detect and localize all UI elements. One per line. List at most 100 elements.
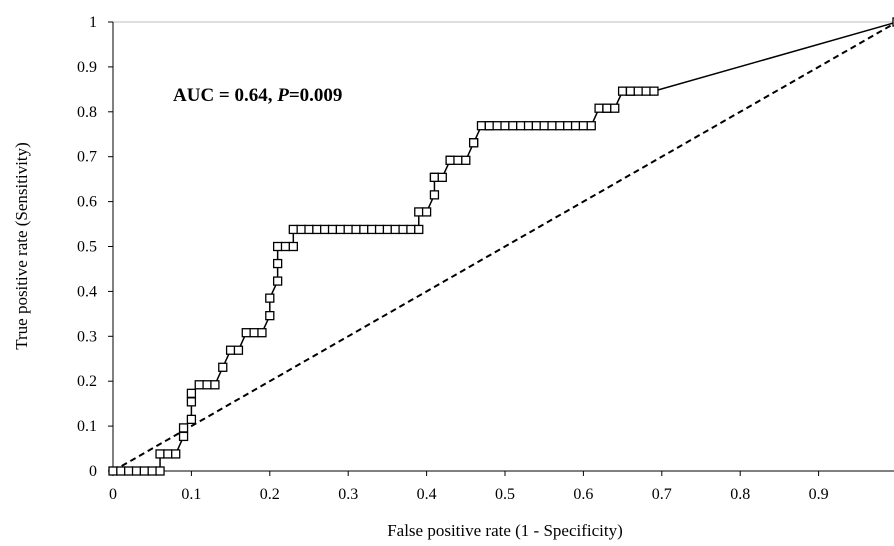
roc-point-marker xyxy=(468,138,479,148)
roc-point-marker xyxy=(429,190,440,200)
roc-point-marker xyxy=(500,121,510,131)
roc-point-marker xyxy=(131,466,142,476)
roc-point-marker xyxy=(257,328,267,338)
y-tick-label: 0.1 xyxy=(77,418,97,435)
roc-point-marker xyxy=(461,155,471,165)
y-tick-label: 0.7 xyxy=(77,149,97,166)
roc-point-marker xyxy=(288,241,298,252)
roc-point-marker xyxy=(225,345,236,355)
y-tick-label: 0.3 xyxy=(77,328,97,345)
roc-point-marker xyxy=(406,224,416,235)
x-tick-label: 0.5 xyxy=(495,486,515,503)
roc-point-marker xyxy=(265,293,275,303)
y-tick-labels: 0 0.1 0.2 0.3 0.4 0.5 0.6 0.7 0.8 0.9 1 xyxy=(77,14,113,480)
roc-point-marker xyxy=(218,362,228,372)
roc-point-marker xyxy=(147,466,157,476)
roc-point-marker xyxy=(351,224,361,235)
roc-point-marker xyxy=(335,224,346,235)
x-tick-label: 0.3 xyxy=(338,486,358,503)
roc-point-marker xyxy=(547,121,557,131)
auc-annotation: AUC = 0.64, P=0.009 xyxy=(173,85,342,106)
roc-point-marker xyxy=(367,224,377,235)
roc-point-marker xyxy=(241,328,251,338)
y-tick-label: 0 xyxy=(89,463,97,480)
series-layer xyxy=(108,17,894,476)
roc-point-marker xyxy=(163,449,173,459)
roc-point-marker xyxy=(265,310,275,321)
roc-point-marker xyxy=(570,121,581,131)
roc-point-marker xyxy=(523,121,534,131)
roc-point-marker xyxy=(476,121,487,131)
roc-point-marker xyxy=(124,466,134,476)
auc-annotation-p-label: P xyxy=(276,85,289,106)
roc-point-marker xyxy=(374,224,385,235)
roc-point-marker xyxy=(625,86,636,96)
auc-annotation-suffix: =0.009 xyxy=(289,85,343,106)
roc-point-marker xyxy=(508,121,518,131)
x-tick-label: 0.7 xyxy=(652,486,672,503)
reference-diagonal-line xyxy=(112,22,894,472)
roc-point-marker xyxy=(602,103,612,113)
roc-point-marker xyxy=(178,423,189,433)
roc-point-marker xyxy=(484,121,494,131)
roc-point-marker xyxy=(445,155,455,165)
roc-point-marker xyxy=(382,224,393,235)
roc-point-marker xyxy=(155,449,165,459)
x-tick-labels: 00.10.20.30.40.50.60.70.80.91 xyxy=(109,471,894,503)
auc-annotation-prefix: AUC = 0.64, xyxy=(173,85,277,106)
y-axis-title: True positive rate (Sensitivity) xyxy=(12,142,31,350)
roc-point-marker xyxy=(194,380,204,390)
y-tick-label: 0.6 xyxy=(77,194,97,211)
x-tick-label: 0.4 xyxy=(417,486,437,503)
x-tick-label: 0.1 xyxy=(181,486,201,503)
roc-point-marker xyxy=(390,224,400,235)
roc-point-marker xyxy=(210,380,220,390)
roc-point-marker xyxy=(312,224,322,235)
roc-point-marker xyxy=(555,121,565,131)
roc-point-marker xyxy=(437,172,447,183)
roc-point-marker xyxy=(594,103,604,113)
roc-point-marker xyxy=(155,466,165,476)
roc-point-marker xyxy=(296,224,306,235)
roc-point-marker xyxy=(116,466,126,476)
roc-point-marker xyxy=(320,224,330,235)
x-axis-title: False positive rate (1 - Specificity) xyxy=(387,521,623,540)
roc-point-marker xyxy=(171,449,181,459)
y-tick-label: 0.5 xyxy=(77,239,97,256)
y-tick-label: 0.9 xyxy=(77,59,97,76)
roc-point-marker xyxy=(178,431,189,442)
roc-point-marker xyxy=(421,207,432,217)
roc-point-marker xyxy=(233,345,244,355)
roc-point-marker xyxy=(288,224,298,235)
roc-point-marker xyxy=(280,241,291,252)
roc-point-marker xyxy=(186,397,197,407)
x-tick-label: 0.8 xyxy=(730,486,750,503)
roc-point-marker xyxy=(272,276,283,286)
roc-point-marker xyxy=(563,121,573,131)
roc-point-marker xyxy=(108,466,118,476)
roc-point-marker xyxy=(139,466,150,476)
x-tick-label: 0.2 xyxy=(260,486,280,503)
roc-point-marker xyxy=(414,207,424,217)
roc-point-marker xyxy=(610,103,620,113)
roc-point-marker xyxy=(186,388,197,398)
roc-point-marker xyxy=(343,224,353,235)
x-tick-label: 0.9 xyxy=(809,486,829,503)
roc-point-marker xyxy=(516,121,526,131)
roc-point-marker xyxy=(492,121,502,131)
roc-point-marker xyxy=(272,241,283,252)
y-tick-label: 0.8 xyxy=(77,104,97,121)
roc-point-marker xyxy=(633,86,643,96)
roc-point-marker xyxy=(539,121,549,131)
roc-point-marker xyxy=(641,86,651,96)
roc-point-marker xyxy=(578,121,589,131)
roc-point-marker xyxy=(586,121,596,131)
roc-point-marker xyxy=(414,224,424,235)
roc-point-marker xyxy=(649,86,659,96)
roc-point-marker xyxy=(429,172,440,183)
roc-point-marker xyxy=(398,224,408,235)
roc-point-marker xyxy=(327,224,338,235)
y-tick-label: 0.2 xyxy=(77,373,97,390)
roc-point-marker xyxy=(617,86,628,96)
